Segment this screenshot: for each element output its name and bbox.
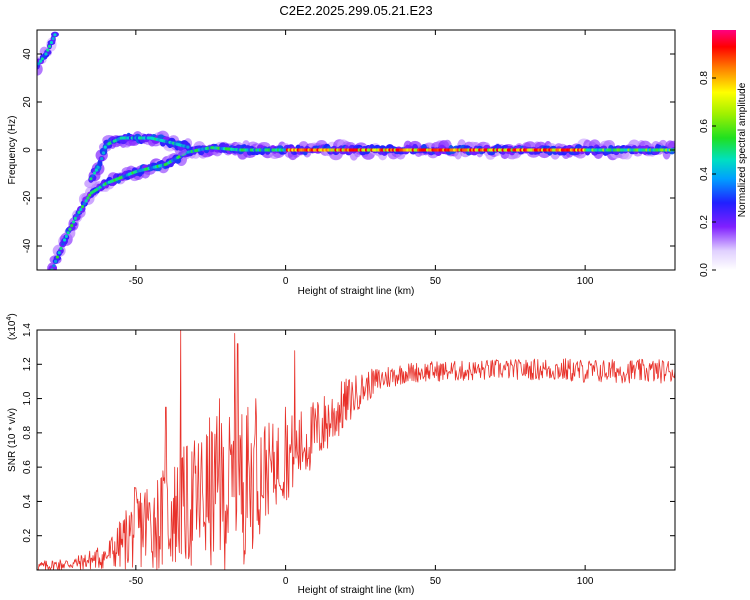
heat-cell: [77, 210, 81, 214]
snr-x-axis-label: Height of straight line (km): [298, 585, 415, 596]
heat-cell: [70, 224, 74, 228]
x-tick-label: 0: [283, 576, 289, 587]
x-tick-label: 50: [430, 576, 442, 587]
heat-cell: [73, 216, 77, 220]
snr-series-line: [37, 330, 675, 570]
spectrogram-y-axis-label: Frequency (Hz): [7, 116, 18, 185]
x-tick-label: -50: [129, 276, 144, 287]
colorbar-tick-label: 0.8: [699, 71, 710, 85]
y-tick-label: 0.4: [22, 494, 33, 508]
heat-cell: [53, 259, 58, 263]
heat-cell: [91, 174, 95, 178]
heat-cell: [40, 57, 44, 61]
heat-cell: [51, 37, 55, 41]
heat-cell: [92, 171, 97, 175]
snr-plot-area: [37, 330, 675, 570]
heat-cell: [79, 207, 83, 212]
y-tick-label: 0: [22, 147, 33, 153]
y-tick-label: 1.4: [22, 323, 33, 337]
heat-cell: [53, 33, 57, 37]
heat-cell: [49, 40, 53, 45]
x-tick-label: 100: [577, 576, 594, 587]
spectrogram-panel: -50 0 50 100 -40 -20 0 20 40 Height of straight…: [7, 29, 676, 297]
heat-cell: [75, 213, 79, 217]
y-tick-label: 0.6: [22, 460, 33, 474]
snr-panel: -50 0 50 100 0.2 0.4 0.6 0.8 1.0 1.2 1.4 Height o…: [6, 313, 676, 596]
colorbar-tick-label: 0.2: [699, 215, 710, 229]
colorbar-ticks: 0.0 0.2 0.4 0.6 0.8: [699, 71, 716, 277]
heat-cell: [38, 59, 43, 63]
colorbar-label: Normalized spectral amplitude: [737, 82, 748, 217]
snr-frame: [36, 329, 676, 571]
spectrogram-x-ticks: -50 0 50 100: [129, 30, 594, 287]
snr-y-axis-label: SNR (10 * v/v): [7, 408, 18, 472]
snr-y-ticks: 0.2 0.4 0.6 0.8 1.0 1.2 1.4: [22, 323, 675, 543]
heat-cell: [80, 205, 85, 209]
x-tick-label: 50: [430, 276, 442, 287]
heat-cell: [84, 199, 88, 203]
colorbar-gradient: [712, 30, 736, 270]
y-tick-label: -40: [22, 238, 33, 253]
heat-cell: [37, 62, 41, 66]
snr-y-multiplier: (x104): [6, 313, 18, 340]
x-tick-label: -50: [129, 576, 144, 587]
heat-cell: [66, 231, 70, 235]
heat-cell: [57, 251, 61, 255]
y-tick-label: 0.2: [22, 528, 33, 542]
y-tick-label: 40: [22, 48, 33, 60]
y-tick-label: 1.2: [22, 357, 33, 371]
heat-cell: [44, 52, 48, 56]
figure-title: C2E2.2025.299.05.21.E23: [279, 3, 432, 18]
heat-cell: [61, 242, 65, 246]
heat-cell: [68, 227, 72, 231]
heat-cell: [86, 196, 90, 200]
heat-cell: [42, 54, 46, 59]
heat-cell: [82, 202, 86, 206]
heat-cell: [186, 145, 190, 149]
y-tick-label: -20: [22, 190, 33, 205]
spectrogram-y-ticks: -40 -20 0 20 40: [22, 48, 675, 253]
heat-cell: [55, 255, 59, 259]
heat-cell: [62, 238, 67, 242]
y-tick-label: 1.0: [22, 391, 33, 405]
spectrogram-heat-layer: [37, 31, 675, 270]
heat-cell: [103, 145, 107, 149]
heat-cell: [100, 157, 104, 161]
y-tick-label: 0.8: [22, 425, 33, 439]
x-tick-label: 100: [577, 276, 594, 287]
spectrogram-x-axis-label: Height of straight line (km): [298, 286, 415, 297]
heat-cell: [94, 168, 98, 172]
colorbar: 0.0 0.2 0.4 0.6 0.8 Normalized spectral ampl…: [699, 30, 748, 277]
y-tick-label: 20: [22, 96, 33, 108]
heat-cell: [98, 162, 102, 166]
colorbar-tick-label: 0.4: [699, 167, 710, 181]
heat-cell: [64, 234, 68, 238]
x-tick-label: 0: [283, 276, 289, 287]
heat-cell: [47, 44, 52, 48]
heat-cell: [89, 177, 93, 181]
snr-x-ticks: -50 0 50 100: [129, 330, 594, 587]
heat-cell: [96, 165, 100, 169]
colorbar-tick-label: 0.6: [699, 119, 710, 133]
heat-cell: [71, 220, 76, 224]
heat-cell: [52, 264, 56, 268]
heat-cell: [88, 193, 92, 197]
heat-cell: [101, 151, 106, 155]
heat-cell: [59, 246, 63, 250]
heat-cell: [46, 48, 50, 52]
colorbar-tick-label: 0.0: [699, 263, 710, 277]
